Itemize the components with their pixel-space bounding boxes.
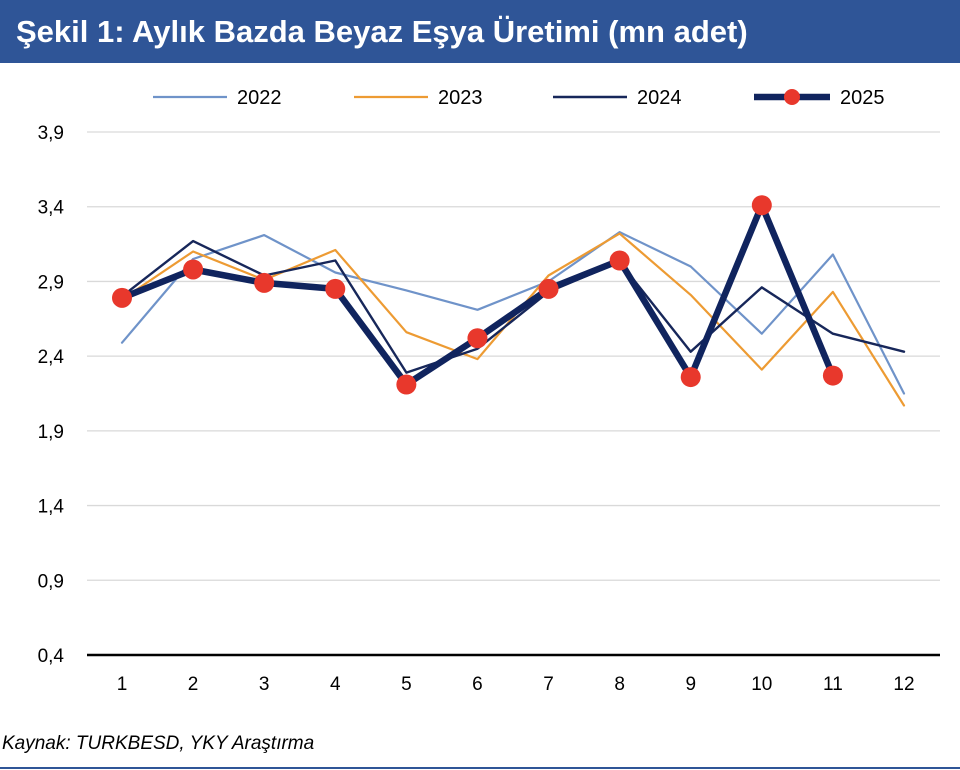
x-tick-label: 8 [614, 674, 625, 695]
legend-label-2022: 2022 [237, 87, 282, 109]
grid-layer [87, 131, 940, 581]
y-tick-label: 1,9 [38, 422, 64, 443]
data-point-2025 [396, 374, 417, 395]
line-chart: 0,40,91,41,92,42,93,43,91 2 3 4 5 6 7 8 9 10 11 12 … [38, 87, 940, 695]
data-point-2025 [112, 287, 132, 308]
series-line-2024 [120, 239, 906, 374]
x-tick-label: 12 [893, 674, 914, 695]
data-point-2025 [183, 259, 204, 280]
chart-title: Şekil 1: Aylık Bazda Beyaz Eşya Üretimi … [16, 14, 748, 49]
bottom-rule [0, 767, 960, 769]
x-tick-label: 2 [188, 674, 199, 695]
y-tick-label: 2,9 [38, 272, 64, 293]
x-tick-label: 3 [259, 674, 270, 695]
data-point-2025 [538, 278, 559, 299]
source-note: Kaynak: TURKBESD, YKY Araştırma [2, 733, 315, 754]
y-tick-label: 3,9 [38, 123, 64, 144]
data-point-2025 [254, 272, 275, 293]
data-point-2025 [680, 367, 701, 388]
x-tick-label: 7 [543, 674, 554, 695]
y-tick-label: 1,4 [38, 497, 65, 518]
title-bar: Şekil 1: Aylık Bazda Beyaz Eşya Üretimi … [0, 0, 960, 63]
legend-label-2024: 2024 [637, 87, 682, 109]
x-tick-label: 5 [401, 674, 412, 695]
data-point-2025 [467, 328, 488, 349]
legend-marker-2025 [784, 89, 800, 105]
x-tick-label: 10 [751, 674, 772, 695]
legend-label-2025: 2025 [840, 87, 885, 109]
x-tick-label: 1 [117, 674, 128, 695]
series-line-2022 [120, 231, 906, 395]
data-point-2025 [325, 278, 346, 299]
x-tick-label: 6 [472, 674, 483, 695]
y-tick-label: 3,4 [38, 198, 65, 219]
data-point-2025 [822, 365, 843, 386]
y-tick-label: 0,4 [38, 646, 65, 667]
x-tick-label: 9 [685, 674, 696, 695]
data-point-2025 [751, 195, 772, 216]
data-point-2025 [609, 250, 630, 271]
x-tick-label: 11 [823, 674, 843, 695]
legend: 2022 2023 2024 2025 [153, 87, 885, 109]
x-tick-label: 4 [330, 674, 341, 695]
y-tick-label: 0,9 [38, 571, 64, 592]
axis-layer: 0,40,91,41,92,42,93,43,91 2 3 4 5 6 7 8 9 10 11 12 [38, 123, 940, 695]
legend-label-2023: 2023 [438, 87, 483, 109]
series-layer [112, 195, 906, 407]
y-tick-label: 2,4 [38, 347, 65, 368]
